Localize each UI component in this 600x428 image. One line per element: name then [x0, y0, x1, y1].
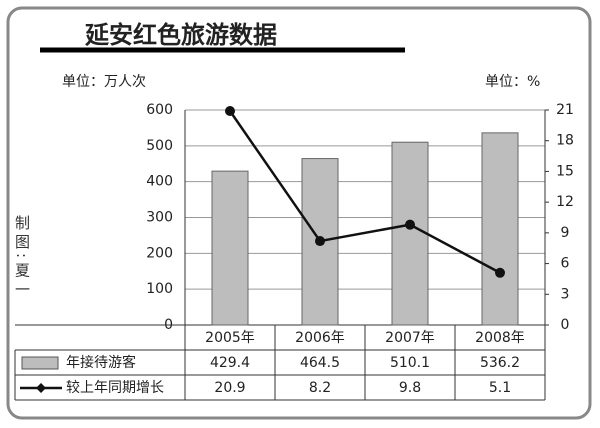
y-tick-label: 400 [146, 174, 173, 190]
legend-swatch [21, 356, 59, 370]
y2-tick-label: 6 [561, 256, 570, 272]
y-tick-label: 300 [146, 210, 173, 226]
x-tick-label: 2006年 [295, 330, 345, 346]
line-marker [495, 267, 505, 278]
y2-axis-label: 单位：% [485, 74, 540, 90]
y2-tick-label: 9 [561, 225, 570, 241]
bar [481, 132, 519, 326]
table-value: 510.1 [390, 355, 430, 371]
line [228, 110, 501, 274]
table-value: 5.1 [489, 380, 511, 396]
chart-title: 延安红色旅游数据 [84, 21, 277, 49]
y-axis-label: 单位：万人次 [62, 74, 146, 90]
x-tick-label: 2008年 [475, 330, 525, 346]
y-tick-label: 200 [146, 245, 173, 261]
line-marker [405, 219, 415, 230]
x-tick-label: 2005年 [205, 330, 255, 346]
bar [211, 170, 249, 326]
bar [391, 141, 429, 326]
y2-tick-label: 15 [556, 163, 574, 179]
line-marker [315, 236, 325, 247]
y-tick-label: 500 [146, 138, 173, 154]
legend-marker [36, 383, 46, 393]
table-value: 464.5 [300, 355, 340, 371]
credit: 制图:夏一 [13, 215, 31, 301]
legend-label: 年接待游客 [66, 354, 136, 371]
y-tick-label: 600 [146, 102, 173, 118]
y2-tick-label: 21 [556, 102, 574, 118]
legend-label: 较上年同期增长 [66, 380, 164, 396]
y2-tick-label: 18 [556, 133, 574, 149]
table-value: 8.2 [309, 380, 331, 396]
y2-tick-label: 3 [561, 286, 570, 302]
table-value: 20.9 [214, 380, 245, 396]
y2-tick-label: 12 [556, 194, 574, 210]
line-marker [225, 106, 235, 117]
table-value: 429.4 [210, 355, 250, 371]
table-value: 536.2 [480, 355, 520, 371]
y-tick-label: 100 [146, 281, 173, 297]
y2-tick-label: 0 [561, 317, 570, 333]
x-tick-label: 2007年 [385, 330, 435, 346]
table-value: 9.8 [399, 380, 421, 396]
